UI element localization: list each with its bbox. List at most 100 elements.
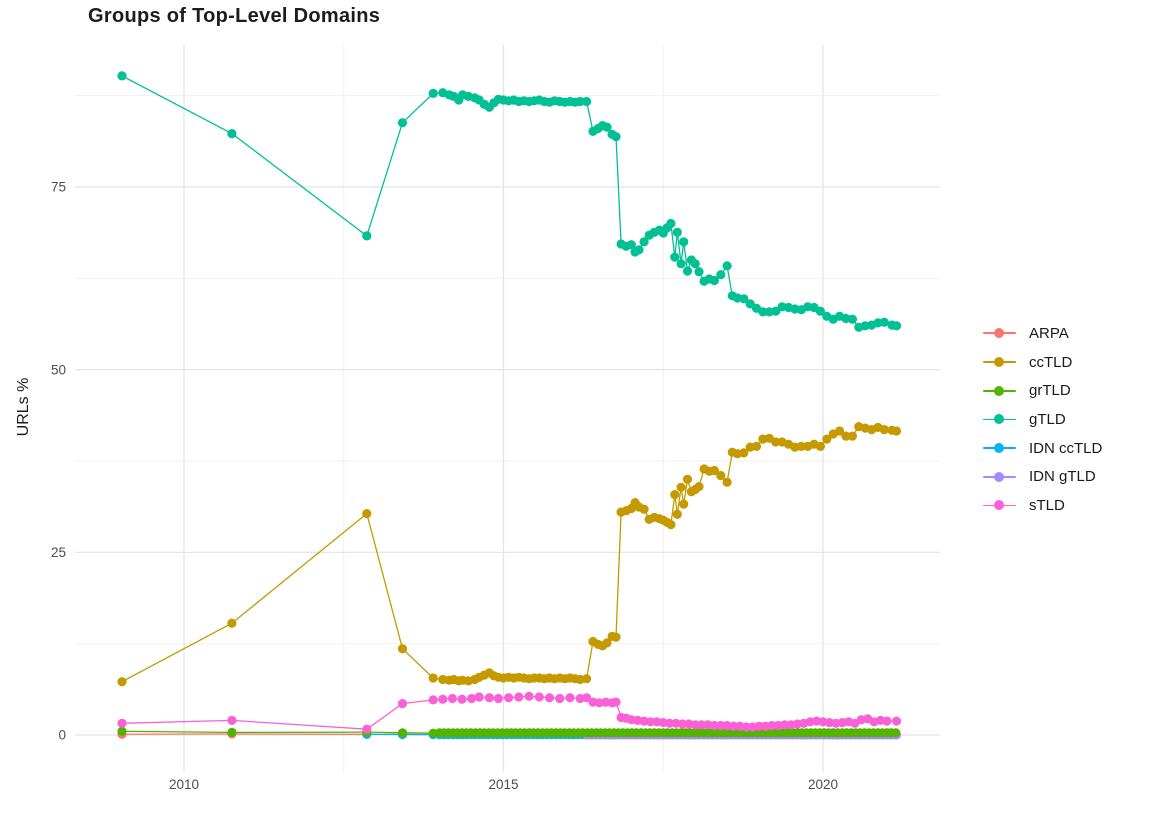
- data-point-stld: [754, 721, 764, 731]
- data-point-cctld: [841, 431, 851, 441]
- legend-marker-icon: [983, 385, 1016, 396]
- legend-label: IDN gTLD: [1029, 468, 1096, 486]
- data-point-gtld: [815, 306, 826, 316]
- legend-label: ARPA: [1029, 324, 1069, 342]
- data-point-stld: [438, 694, 448, 704]
- data-point-gtld: [602, 122, 612, 132]
- data-point-grtld: [397, 728, 408, 738]
- legend-dot-icon: [994, 328, 1004, 339]
- data-point-stld: [565, 693, 575, 703]
- y-tick-label: 25: [51, 545, 66, 560]
- data-point-gtld: [670, 252, 680, 262]
- data-point-gtld: [891, 321, 902, 331]
- data-point-gtld: [682, 266, 693, 276]
- data-point-stld: [484, 693, 494, 703]
- data-point-stld: [447, 693, 457, 704]
- legend-item-gtld: gTLD: [983, 405, 1102, 434]
- legend-marker-icon: [983, 443, 1016, 454]
- data-point-cctld: [117, 677, 127, 687]
- data-point-cctld: [611, 632, 621, 642]
- legend-label: IDN ccTLD: [1029, 439, 1103, 457]
- data-point-stld: [534, 692, 544, 702]
- data-point-cctld: [397, 644, 408, 654]
- legend-item-arpa: ARPA: [983, 319, 1102, 348]
- data-point-gtld: [397, 118, 408, 128]
- data-point-cctld: [682, 474, 693, 484]
- data-point-cctld: [670, 490, 680, 500]
- data-point-grtld: [117, 726, 127, 736]
- data-point-gtld: [575, 96, 585, 107]
- data-point-stld: [665, 718, 675, 728]
- series-gtld: [117, 71, 902, 332]
- data-point-gtld: [362, 231, 372, 241]
- data-point-stld: [767, 720, 777, 731]
- data-point-cctld: [582, 674, 592, 684]
- data-point-stld: [474, 692, 484, 702]
- data-point-cctld: [709, 465, 720, 476]
- data-point-cctld: [796, 441, 806, 451]
- y-tick-label: 75: [51, 180, 66, 195]
- data-point-stld: [709, 720, 720, 731]
- data-point-grtld: [227, 727, 237, 738]
- data-point-cctld: [879, 425, 889, 435]
- x-tick-label: 2020: [808, 777, 838, 792]
- data-point-gtld: [690, 259, 700, 269]
- data-point-cctld: [666, 520, 676, 530]
- data-point-stld: [227, 715, 237, 726]
- data-point-cctld: [822, 434, 832, 444]
- legend: ARPA ccTLD grTLD gTLD IDN ccTLD IDN gTLD sTLD: [983, 319, 1102, 520]
- data-point-stld: [677, 719, 688, 729]
- data-point-cctld: [835, 426, 845, 436]
- legend-label: sTLD: [1029, 496, 1065, 514]
- data-point-gtld: [847, 314, 858, 324]
- data-point-gtld: [639, 237, 649, 247]
- data-point-cctld: [676, 482, 686, 492]
- data-point-gtld: [582, 96, 592, 107]
- data-point-gtld: [722, 261, 732, 271]
- data-point-gtld: [676, 259, 686, 269]
- data-point-stld: [611, 697, 621, 707]
- data-point-stld: [891, 716, 902, 726]
- data-point-stld: [514, 692, 524, 702]
- data-point-cctld: [815, 441, 826, 451]
- data-point-stld: [504, 693, 514, 703]
- data-point-gtld: [771, 306, 781, 316]
- y-tick-label: 50: [51, 362, 66, 377]
- data-point-stld: [780, 720, 790, 730]
- data-point-stld: [397, 699, 408, 709]
- legend-item-idn-gtld: IDN gTLD: [983, 462, 1102, 491]
- data-point-gtld: [758, 307, 768, 317]
- x-tick-label: 2015: [488, 777, 518, 792]
- x-tick-label: 2010: [169, 777, 199, 792]
- data-point-stld: [690, 720, 700, 730]
- data-point-stld: [493, 693, 503, 704]
- legend-marker-icon: [983, 414, 1016, 425]
- data-point-cctld: [891, 426, 902, 436]
- data-point-stld: [117, 718, 127, 728]
- data-point-stld: [428, 695, 438, 705]
- legend-dot-icon: [994, 471, 1004, 482]
- data-point-stld: [524, 691, 534, 701]
- series-cctld: [117, 422, 902, 687]
- data-point-stld: [645, 717, 656, 727]
- data-point-gtld: [634, 245, 644, 255]
- series-line-gtld: [121, 75, 897, 329]
- data-point-cctld: [847, 431, 858, 441]
- data-point-gtld: [679, 237, 689, 247]
- chart-title: Groups of Top-Level Domains: [88, 5, 381, 27]
- legend-item-stld: sTLD: [983, 491, 1102, 520]
- data-point-gtld: [428, 88, 438, 98]
- data-point-stld: [728, 721, 739, 731]
- gridlines: [75, 45, 940, 772]
- data-point-cctld: [751, 441, 762, 451]
- data-point-cctld: [716, 471, 726, 481]
- axis-tick-labels: 0 25 50 75 2010 2015 2020: [51, 180, 838, 792]
- data-point-stld: [544, 693, 555, 703]
- legend-dot-icon: [994, 357, 1004, 368]
- legend-label: ccTLD: [1029, 353, 1073, 371]
- legend-marker-icon: [983, 471, 1016, 482]
- data-point-gtld: [672, 227, 682, 237]
- legend-item-cctld: ccTLD: [983, 348, 1102, 377]
- legend-marker-icon: [983, 357, 1016, 368]
- data-point-cctld: [672, 509, 682, 519]
